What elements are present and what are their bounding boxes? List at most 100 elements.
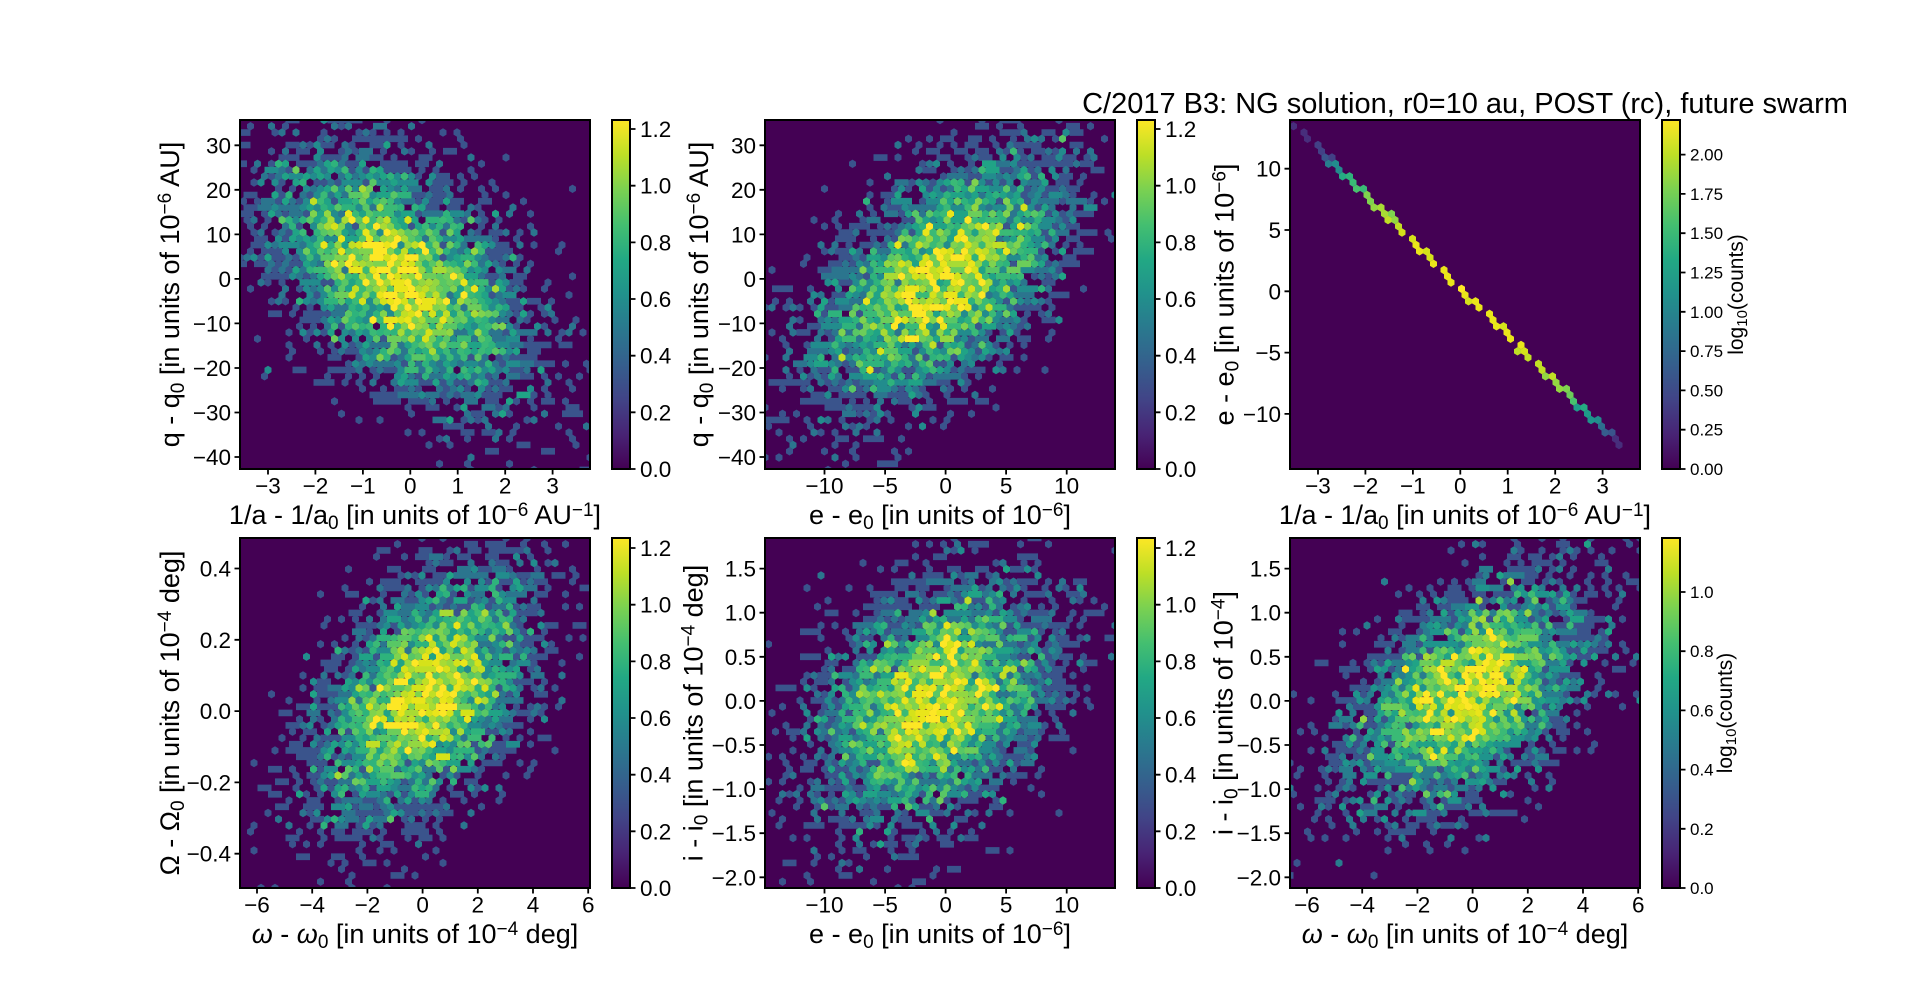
svg-text:log10(counts): log10(counts)	[1725, 234, 1751, 355]
svg-text:q - q0 [in units of 10−6 AU]: q - q0 [in units of 10−6 AU]	[155, 142, 189, 447]
svg-text:−1.0: −1.0	[712, 777, 756, 802]
svg-text:−5: −5	[1255, 341, 1281, 366]
svg-text:−2.0: −2.0	[1237, 865, 1281, 890]
svg-text:0.0: 0.0	[640, 457, 671, 482]
svg-text:6: 6	[1632, 893, 1645, 918]
svg-text:−3: −3	[1305, 474, 1331, 499]
svg-text:0.6: 0.6	[640, 287, 671, 312]
svg-text:1.75: 1.75	[1690, 185, 1723, 204]
svg-text:−4: −4	[1349, 893, 1375, 918]
svg-text:−20: −20	[718, 356, 756, 381]
svg-text:0.8: 0.8	[1165, 230, 1196, 255]
svg-text:0.2: 0.2	[640, 819, 671, 844]
svg-text:0.5: 0.5	[725, 645, 756, 670]
svg-text:−2: −2	[303, 474, 329, 499]
svg-text:−2: −2	[355, 893, 381, 918]
svg-text:1.2: 1.2	[640, 536, 671, 561]
svg-text:30: 30	[206, 133, 231, 158]
svg-text:1/a - 1/a0 [in units of 10−6 A: 1/a - 1/a0 [in units of 10−6 AU−1]	[1279, 500, 1651, 534]
svg-text:−4: −4	[299, 893, 325, 918]
svg-text:−10: −10	[805, 474, 843, 499]
svg-text:0: 0	[1454, 474, 1467, 499]
svg-text:Ω - Ω0 [in units of 10−4 deg]: Ω - Ω0 [in units of 10−4 deg]	[155, 551, 189, 876]
svg-text:0.2: 0.2	[1165, 819, 1196, 844]
svg-text:0.0: 0.0	[640, 876, 671, 901]
svg-text:log10(counts): log10(counts)	[1714, 653, 1740, 774]
svg-text:C/2017 B3: NG solution, r0=10: C/2017 B3: NG solution, r0=10 au, POST (…	[1082, 88, 1848, 120]
svg-text:−40: −40	[193, 445, 231, 470]
svg-text:0.4: 0.4	[640, 763, 671, 788]
svg-text:1.0: 1.0	[640, 593, 671, 618]
svg-text:0.2: 0.2	[640, 400, 671, 425]
svg-text:1.5: 1.5	[725, 557, 756, 582]
svg-text:10: 10	[1054, 474, 1079, 499]
svg-text:3: 3	[1596, 474, 1609, 499]
svg-text:−5: −5	[872, 893, 898, 918]
svg-text:0.0: 0.0	[1165, 457, 1196, 482]
svg-text:0.2: 0.2	[200, 628, 231, 653]
svg-text:0.75: 0.75	[1690, 342, 1723, 361]
svg-text:1.00: 1.00	[1690, 303, 1723, 322]
svg-text:−3: −3	[255, 474, 281, 499]
svg-text:−10: −10	[193, 311, 231, 336]
svg-text:30: 30	[731, 133, 756, 158]
svg-text:1: 1	[1501, 474, 1514, 499]
svg-text:e - e0 [in units of 10−6]: e - e0 [in units of 10−6]	[1209, 164, 1243, 426]
svg-text:−6: −6	[244, 893, 270, 918]
svg-text:1/a - 1/a0 [in units of 10−6 A: 1/a - 1/a0 [in units of 10−6 AU−1]	[229, 500, 601, 534]
svg-text:0.8: 0.8	[1690, 642, 1714, 661]
svg-text:−1.5: −1.5	[712, 821, 756, 846]
svg-text:1.0: 1.0	[1690, 583, 1714, 602]
svg-text:−30: −30	[718, 400, 756, 425]
svg-text:1: 1	[451, 474, 464, 499]
svg-text:1.0: 1.0	[1165, 174, 1196, 199]
svg-text:0: 0	[1268, 279, 1281, 304]
svg-text:2: 2	[1549, 474, 1562, 499]
svg-text:20: 20	[731, 178, 756, 203]
svg-text:0.2: 0.2	[1165, 400, 1196, 425]
svg-text:−2: −2	[1405, 893, 1431, 918]
svg-text:−40: −40	[718, 445, 756, 470]
svg-text:1.0: 1.0	[725, 601, 756, 626]
svg-text:−0.5: −0.5	[712, 733, 756, 758]
svg-text:5: 5	[1000, 474, 1013, 499]
svg-text:0: 0	[416, 893, 429, 918]
svg-text:e - e0 [in units of 10−6]: e - e0 [in units of 10−6]	[809, 500, 1071, 534]
svg-text:0.8: 0.8	[640, 230, 671, 255]
svg-text:1.2: 1.2	[640, 117, 671, 142]
svg-text:0.0: 0.0	[725, 689, 756, 714]
svg-text:−1.0: −1.0	[1237, 777, 1281, 802]
svg-text:3: 3	[546, 474, 559, 499]
svg-text:0.2: 0.2	[1690, 820, 1714, 839]
svg-text:−0.2: −0.2	[187, 770, 231, 795]
svg-text:0.4: 0.4	[1165, 344, 1196, 369]
svg-text:0.0: 0.0	[1165, 876, 1196, 901]
svg-text:−6: −6	[1294, 893, 1320, 918]
svg-text:0.4: 0.4	[200, 557, 231, 582]
svg-text:1.50: 1.50	[1690, 224, 1723, 243]
svg-text:e - e0 [in units of 10−6]: e - e0 [in units of 10−6]	[809, 919, 1071, 953]
svg-text:1.0: 1.0	[1250, 601, 1281, 626]
svg-text:0: 0	[218, 267, 231, 292]
svg-text:2: 2	[1522, 893, 1535, 918]
svg-text:5: 5	[1000, 893, 1013, 918]
svg-text:1.5: 1.5	[1250, 557, 1281, 582]
svg-text:0: 0	[404, 474, 417, 499]
svg-text:−5: −5	[872, 474, 898, 499]
svg-text:−10: −10	[805, 893, 843, 918]
svg-text:6: 6	[582, 893, 595, 918]
svg-text:−10: −10	[1243, 402, 1281, 427]
svg-text:2.00: 2.00	[1690, 146, 1723, 165]
svg-text:0.0: 0.0	[200, 699, 231, 724]
svg-text:−20: −20	[193, 356, 231, 381]
svg-text:0: 0	[939, 474, 952, 499]
svg-text:0: 0	[1466, 893, 1479, 918]
svg-text:0.4: 0.4	[1165, 763, 1196, 788]
svg-text:0.00: 0.00	[1690, 460, 1723, 479]
svg-text:1.2: 1.2	[1165, 536, 1196, 561]
svg-text:0: 0	[939, 893, 952, 918]
svg-text:0.6: 0.6	[1165, 706, 1196, 731]
svg-text:−1: −1	[1400, 474, 1426, 499]
svg-text:2: 2	[499, 474, 512, 499]
svg-text:1.0: 1.0	[1165, 593, 1196, 618]
